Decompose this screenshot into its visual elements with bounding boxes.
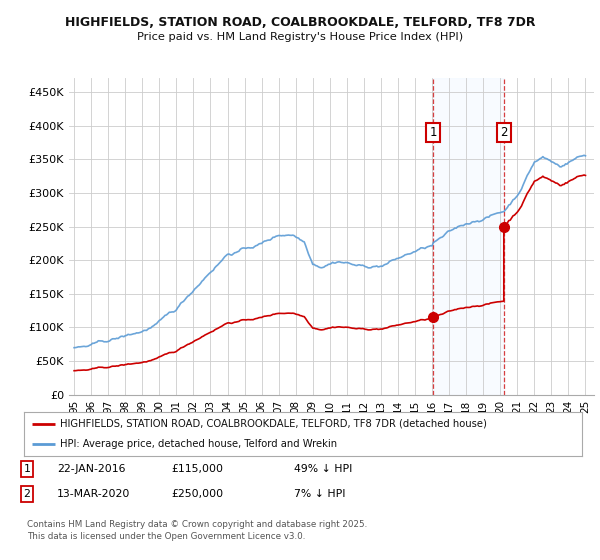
- Text: £250,000: £250,000: [171, 489, 223, 499]
- Text: 49% ↓ HPI: 49% ↓ HPI: [294, 464, 352, 474]
- Text: HIGHFIELDS, STATION ROAD, COALBROOKDALE, TELFORD, TF8 7DR (detached house): HIGHFIELDS, STATION ROAD, COALBROOKDALE,…: [60, 419, 487, 429]
- Text: 1: 1: [430, 126, 437, 139]
- Bar: [433, 78, 504, 395]
- Text: 22-JAN-2016: 22-JAN-2016: [57, 464, 125, 474]
- Text: Contains HM Land Registry data © Crown copyright and database right 2025.
This d: Contains HM Land Registry data © Crown c…: [27, 520, 367, 541]
- Text: £115,000: £115,000: [171, 464, 223, 474]
- Text: 13-MAR-2020: 13-MAR-2020: [57, 489, 130, 499]
- Text: HIGHFIELDS, STATION ROAD, COALBROOKDALE, TELFORD, TF8 7DR: HIGHFIELDS, STATION ROAD, COALBROOKDALE,…: [65, 16, 535, 29]
- Text: 2: 2: [500, 126, 508, 139]
- Text: 1: 1: [23, 464, 31, 474]
- Text: 7% ↓ HPI: 7% ↓ HPI: [294, 489, 346, 499]
- Text: 2: 2: [23, 489, 31, 499]
- Text: Price paid vs. HM Land Registry's House Price Index (HPI): Price paid vs. HM Land Registry's House …: [137, 32, 463, 43]
- Text: HPI: Average price, detached house, Telford and Wrekin: HPI: Average price, detached house, Telf…: [60, 439, 337, 449]
